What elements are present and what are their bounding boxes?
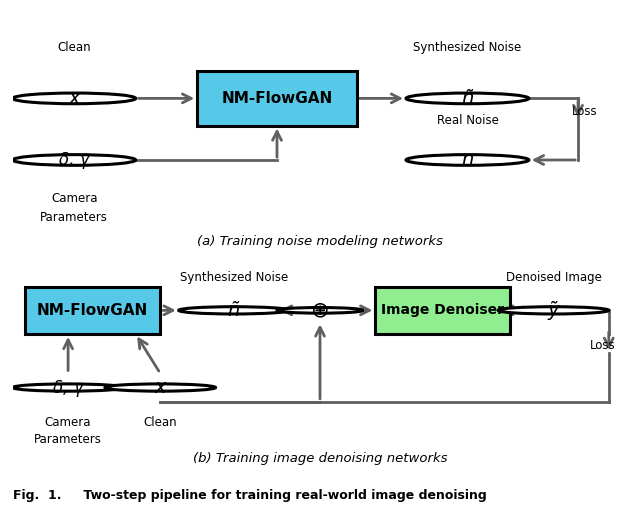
Bar <box>25 287 160 334</box>
Ellipse shape <box>13 384 124 391</box>
Text: Real Noise: Real Noise <box>436 114 499 126</box>
Text: ỹ: ỹ <box>548 301 559 320</box>
Bar <box>375 287 511 334</box>
Ellipse shape <box>498 307 609 314</box>
Text: (b) Training image denoising networks: (b) Training image denoising networks <box>193 452 447 465</box>
Text: Fig.  1.     Two-step pipeline for training real-world image denoising: Fig. 1. Two-step pipeline for training r… <box>13 489 486 502</box>
Text: Parameters: Parameters <box>40 211 108 224</box>
Text: ñ: ñ <box>461 89 474 108</box>
Text: (a) Training noise modeling networks: (a) Training noise modeling networks <box>197 235 443 248</box>
Text: Parameters: Parameters <box>34 433 102 446</box>
Ellipse shape <box>13 155 136 165</box>
Text: NM-FlowGAN: NM-FlowGAN <box>37 303 148 318</box>
Text: Clean: Clean <box>58 41 91 54</box>
Text: Synthesized Noise: Synthesized Noise <box>180 271 288 284</box>
Ellipse shape <box>105 384 216 391</box>
Text: NM-FlowGAN: NM-FlowGAN <box>221 91 333 106</box>
Text: Synthesized Noise: Synthesized Noise <box>413 41 522 54</box>
Text: Denoised Image: Denoised Image <box>506 271 602 284</box>
Ellipse shape <box>406 93 529 104</box>
Text: Camera: Camera <box>45 416 92 429</box>
Ellipse shape <box>406 155 529 165</box>
Text: Loss: Loss <box>590 338 616 352</box>
Text: δ, γ: δ, γ <box>59 151 90 169</box>
Ellipse shape <box>13 93 136 104</box>
Ellipse shape <box>179 307 289 314</box>
Text: Image Denoiser: Image Denoiser <box>381 303 504 317</box>
Text: ⊕: ⊕ <box>310 301 330 321</box>
Text: x: x <box>68 89 80 108</box>
Text: Camera: Camera <box>51 191 97 204</box>
Text: n: n <box>461 151 474 169</box>
Text: ñ: ñ <box>228 301 240 320</box>
Text: Clean: Clean <box>143 416 177 429</box>
Text: x: x <box>154 378 166 397</box>
Text: Loss: Loss <box>572 104 597 118</box>
Bar <box>197 71 357 125</box>
Ellipse shape <box>277 308 363 313</box>
Text: δ, γ: δ, γ <box>53 378 83 397</box>
